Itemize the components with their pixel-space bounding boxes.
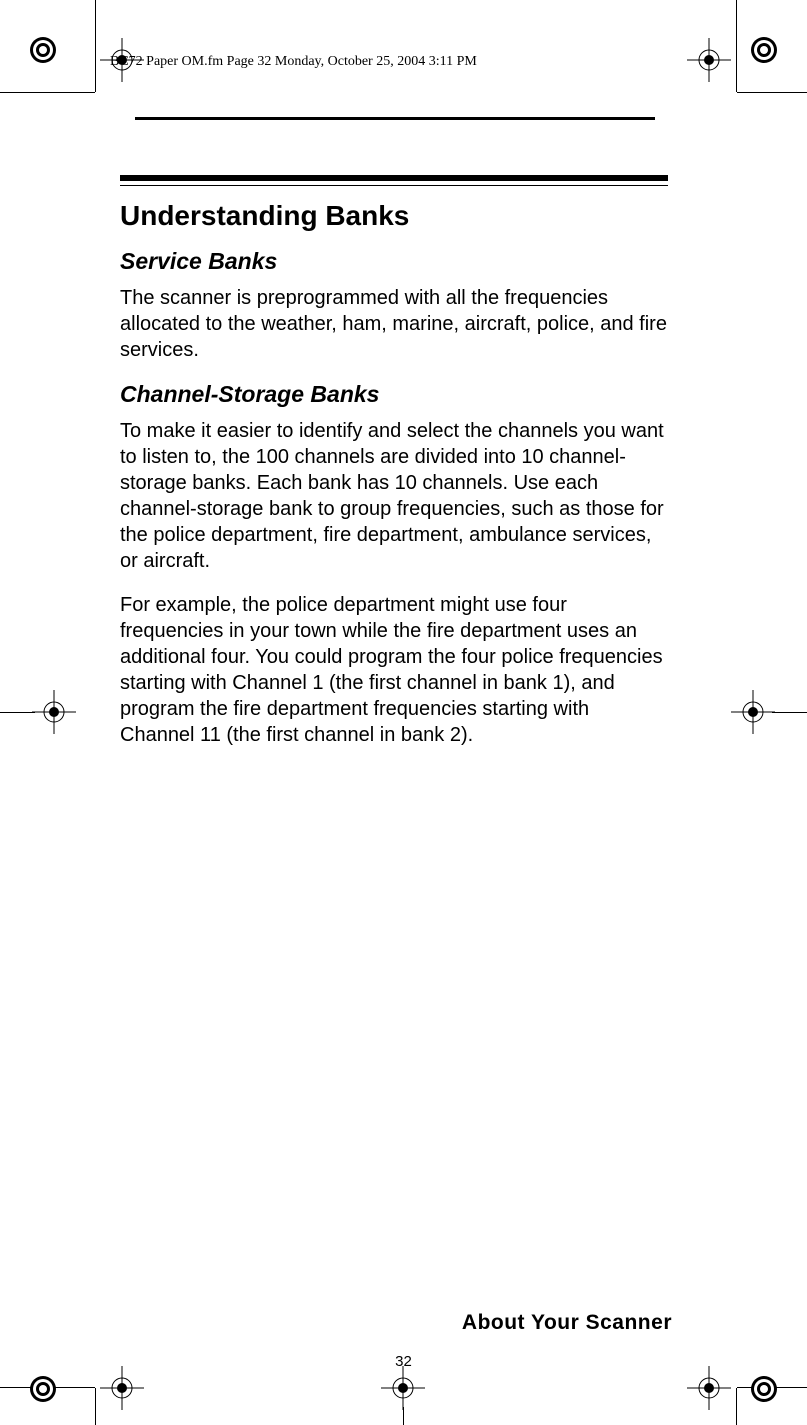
body-paragraph: To make it easier to identify and select… — [120, 418, 668, 574]
registration-mark-icon — [750, 36, 778, 64]
crop-line — [737, 92, 807, 93]
body-paragraph: For example, the police department might… — [120, 592, 668, 748]
content-area: Understanding Banks Service Banks The sc… — [120, 175, 668, 766]
section-title: Understanding Banks — [120, 200, 668, 232]
subsection-title-channel-storage: Channel-Storage Banks — [120, 381, 668, 408]
crop-line — [0, 712, 35, 713]
body-paragraph: The scanner is preprogrammed with all th… — [120, 285, 668, 363]
registration-mark-icon — [29, 1375, 57, 1403]
crop-line — [736, 1388, 737, 1425]
subsection-title-service-banks: Service Banks — [120, 248, 668, 275]
crosshair-mark-icon — [100, 1366, 144, 1410]
crosshair-mark-icon — [32, 690, 76, 734]
crop-line — [0, 92, 95, 93]
registration-mark-icon — [29, 36, 57, 64]
footer-title: About Your Scanner — [462, 1311, 672, 1335]
crosshair-mark-icon — [731, 690, 775, 734]
crosshair-mark-icon — [687, 1366, 731, 1410]
crosshair-mark-icon — [687, 38, 731, 82]
page-number: 32 — [395, 1353, 412, 1370]
thin-rule — [120, 185, 668, 186]
thick-rule — [120, 175, 668, 181]
crop-line — [95, 1388, 96, 1425]
crop-line — [736, 0, 737, 92]
page-header: BC72 Paper OM.fm Page 32 Monday, October… — [110, 54, 477, 70]
registration-mark-icon — [750, 1375, 778, 1403]
crop-line — [95, 0, 96, 92]
crosshair-mark-icon — [381, 1366, 425, 1410]
top-rule — [135, 117, 655, 120]
crop-line — [772, 712, 807, 713]
